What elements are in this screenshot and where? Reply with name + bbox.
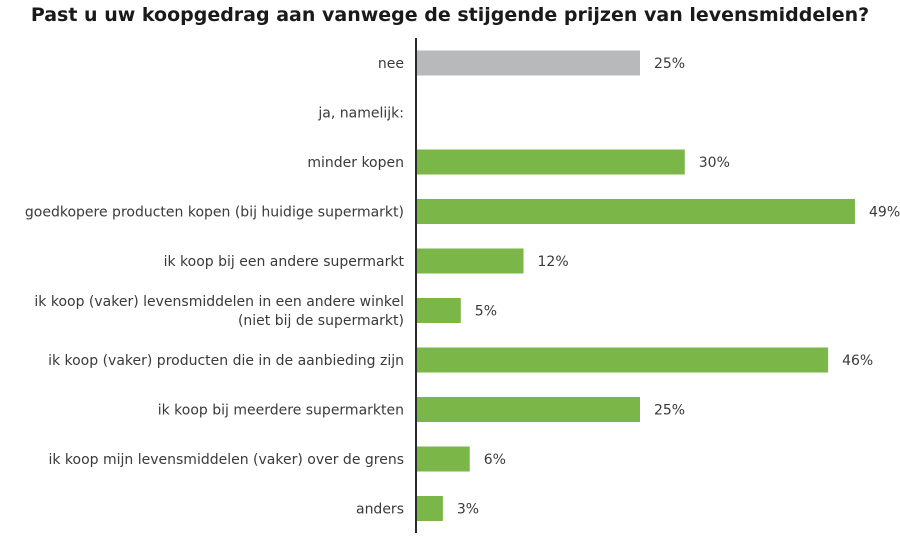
value-label: 25% bbox=[654, 56, 685, 72]
value-label: 30% bbox=[699, 155, 730, 171]
bar bbox=[416, 50, 640, 76]
bar bbox=[416, 496, 443, 521]
category-label: anders bbox=[356, 502, 404, 518]
category-label: ik koop (vaker) levensmiddelen in een an… bbox=[34, 294, 404, 310]
value-labels-layer: 25% 30% 49% 12% 5% 46% 25% 6% 3% bbox=[457, 56, 900, 518]
bar bbox=[416, 347, 829, 373]
category-label: ja, namelijk: bbox=[317, 106, 404, 122]
value-label: 49% bbox=[869, 205, 900, 221]
value-label: 25% bbox=[654, 403, 685, 419]
value-label: 46% bbox=[842, 353, 873, 369]
category-label: goedkopere producten kopen (bij huidige … bbox=[25, 205, 404, 221]
bar bbox=[416, 298, 461, 323]
category-labels-layer: nee ja, namelijk: minder kopen goedkopere p… bbox=[25, 56, 405, 518]
value-label: 5% bbox=[475, 304, 497, 320]
bars-layer bbox=[416, 50, 855, 521]
bar bbox=[416, 397, 640, 422]
value-label: 3% bbox=[457, 502, 479, 518]
bar bbox=[416, 149, 685, 175]
category-label: ik koop bij meerdere supermarkten bbox=[158, 403, 404, 419]
value-label: 12% bbox=[538, 254, 569, 270]
value-label: 6% bbox=[484, 452, 506, 468]
category-label: (niet bij de supermarkt) bbox=[238, 313, 404, 329]
bar bbox=[416, 248, 524, 274]
category-label: nee bbox=[378, 56, 404, 72]
bar bbox=[416, 199, 855, 224]
category-label: ik koop (vaker) producten die in de aanb… bbox=[48, 353, 404, 369]
category-label: ik koop bij een andere supermarkt bbox=[164, 254, 405, 270]
category-label: ik koop mijn levensmiddelen (vaker) over… bbox=[48, 452, 404, 468]
chart-title: Past u uw koopgedrag aan vanwege de stij… bbox=[30, 4, 870, 26]
bar bbox=[416, 446, 470, 472]
category-label: minder kopen bbox=[307, 155, 404, 171]
